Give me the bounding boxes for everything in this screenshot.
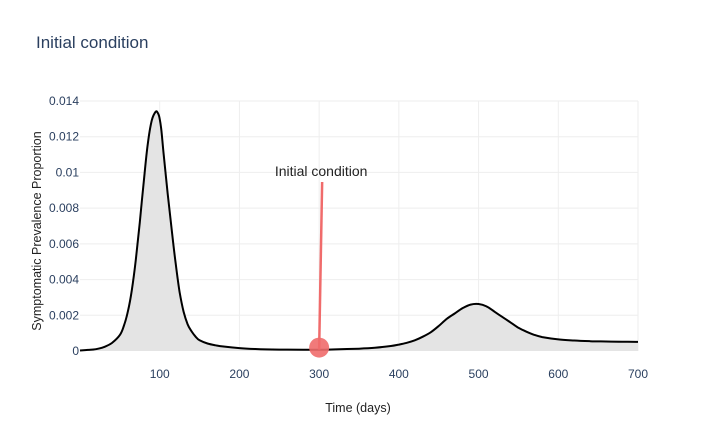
y-tick-label: 0.006 [49,237,79,251]
area-fill [80,111,638,351]
y-tick-label: 0.01 [56,165,80,179]
y-tick-label: 0.008 [49,201,79,215]
x-tick-label: 200 [229,367,249,381]
y-axis-ticks: 0 0.002 0.004 0.006 0.008 0.01 0.012 0.014 [49,94,79,358]
y-axis-title: Symptomatic Prevalence Proportion [30,131,44,330]
x-tick-label: 100 [150,367,170,381]
series-line [79,110,639,352]
annotation-label: Initial condition [275,163,368,179]
annotation-marker [309,337,330,358]
x-tick-label: 500 [469,367,489,381]
y-tick-label: 0.002 [49,308,79,322]
x-tick-label: 300 [309,367,329,381]
chart-title: Initial condition [36,33,149,52]
x-tick-label: 700 [628,367,648,381]
y-tick-label: 0.014 [49,94,79,108]
x-tick-label: 400 [389,367,409,381]
y-tick-label: 0 [72,344,79,358]
y-tick-label: 0.004 [49,273,79,287]
x-axis-ticks: 100 200 300 400 500 600 700 [150,367,649,381]
annotation-line [317,181,324,350]
x-tick-label: 600 [548,367,568,381]
x-axis-title: Time (days) [325,401,391,415]
y-tick-label: 0.012 [49,130,79,144]
